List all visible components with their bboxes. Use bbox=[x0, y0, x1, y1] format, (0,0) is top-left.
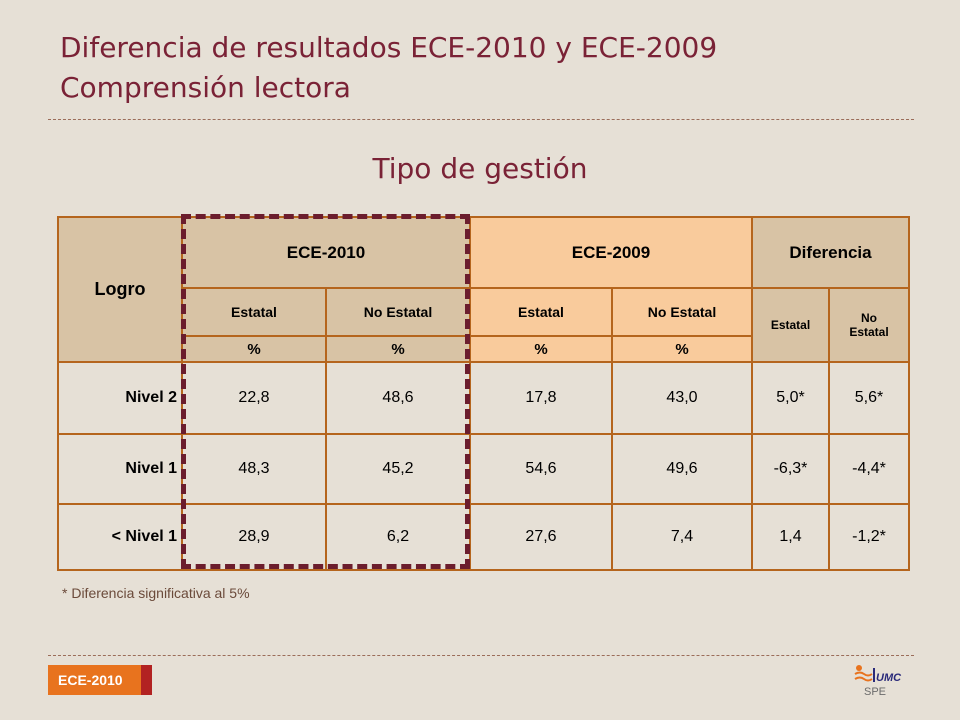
top-divider bbox=[48, 119, 914, 120]
table-cell: 5,6* bbox=[827, 361, 911, 435]
header-ece-2010: ECE-2010 bbox=[181, 216, 471, 289]
row-label: < Nivel 1 bbox=[57, 503, 183, 571]
sub-2010-no-estatal: No Estatal bbox=[325, 287, 471, 337]
unit-2010-estatal: % bbox=[181, 335, 327, 363]
umc-logo-icon: UMC bbox=[854, 665, 902, 684]
header-diferencia: Diferencia bbox=[750, 216, 911, 289]
sub-dif-no-line2: Estatal bbox=[849, 325, 889, 339]
sub-2010-estatal: Estatal bbox=[181, 287, 327, 337]
page-title: Diferencia de resultados ECE-2010 y ECE-… bbox=[60, 28, 920, 108]
title-line-2: Comprensión lectora bbox=[60, 71, 351, 104]
table-row: Nivel 2 22,8 48,6 17,8 43,0 5,0* 5,6* bbox=[57, 361, 911, 435]
sub-dif-estatal: Estatal bbox=[751, 287, 830, 363]
table-cell: 43,0 bbox=[611, 361, 753, 435]
logo-spe-label: SPE bbox=[863, 686, 886, 698]
header-row-groups: Logro ECE-2010 ECE-2009 Diferencia bbox=[57, 216, 911, 363]
table-row: < Nivel 1 28,9 6,2 27,6 7,4 1,4 -1,2* bbox=[57, 503, 911, 571]
results-table: Logro ECE-2010 ECE-2009 Diferencia Estat… bbox=[57, 216, 911, 571]
row-label: Nivel 2 bbox=[57, 361, 183, 435]
row-label: Nivel 1 bbox=[57, 433, 183, 505]
table-cell: 54,6 bbox=[469, 433, 613, 505]
table-cell: 5,0* bbox=[751, 361, 830, 435]
unit-2009-estatal: % bbox=[469, 335, 613, 363]
table-cell: 45,2 bbox=[325, 433, 471, 505]
unit-2010-no-estatal: % bbox=[325, 335, 471, 363]
table-cell: 7,4 bbox=[611, 503, 753, 571]
table-cell: 6,2 bbox=[325, 503, 471, 571]
sub-2009-no-estatal: No Estatal bbox=[611, 287, 753, 337]
sub-2009-estatal: Estatal bbox=[469, 287, 613, 337]
badge-accent-strip bbox=[141, 665, 152, 695]
table-cell: -6,3* bbox=[751, 433, 830, 505]
table-row: Nivel 1 48,3 45,2 54,6 49,6 -6,3* -4,4* bbox=[57, 433, 911, 505]
table-cell: -1,2* bbox=[827, 503, 911, 571]
header-row-sub: Estatal No Estatal Estatal No Estatal Es… bbox=[58, 287, 911, 363]
section-subtitle: Tipo de gestión bbox=[372, 152, 588, 185]
table-cell: 48,6 bbox=[325, 361, 471, 435]
table-cell: 49,6 bbox=[611, 433, 753, 505]
umc-logo: UMC bbox=[852, 662, 902, 702]
logo-text: UMC bbox=[876, 672, 902, 684]
table-cell: -4,4* bbox=[827, 433, 911, 505]
footnote: * Diferencia significativa al 5% bbox=[62, 585, 250, 601]
table-cell: 17,8 bbox=[469, 361, 613, 435]
header-ece-2009: ECE-2009 bbox=[469, 216, 753, 289]
table-cell: 22,8 bbox=[181, 361, 327, 435]
table-cell: 27,6 bbox=[469, 503, 613, 571]
table-cell: 28,9 bbox=[181, 503, 327, 571]
unit-2009-no-estatal: % bbox=[611, 335, 753, 363]
header-logro: Logro bbox=[57, 216, 183, 363]
sub-dif-no-estatal: No Estatal bbox=[827, 287, 911, 363]
ece-2010-badge: ECE-2010 bbox=[48, 665, 152, 695]
title-line-1: Diferencia de resultados ECE-2010 y ECE-… bbox=[60, 31, 718, 64]
bottom-divider bbox=[48, 655, 914, 656]
table-cell: 1,4 bbox=[751, 503, 830, 571]
table-cell: 48,3 bbox=[181, 433, 327, 505]
sub-dif-no-line1: No bbox=[861, 311, 877, 325]
